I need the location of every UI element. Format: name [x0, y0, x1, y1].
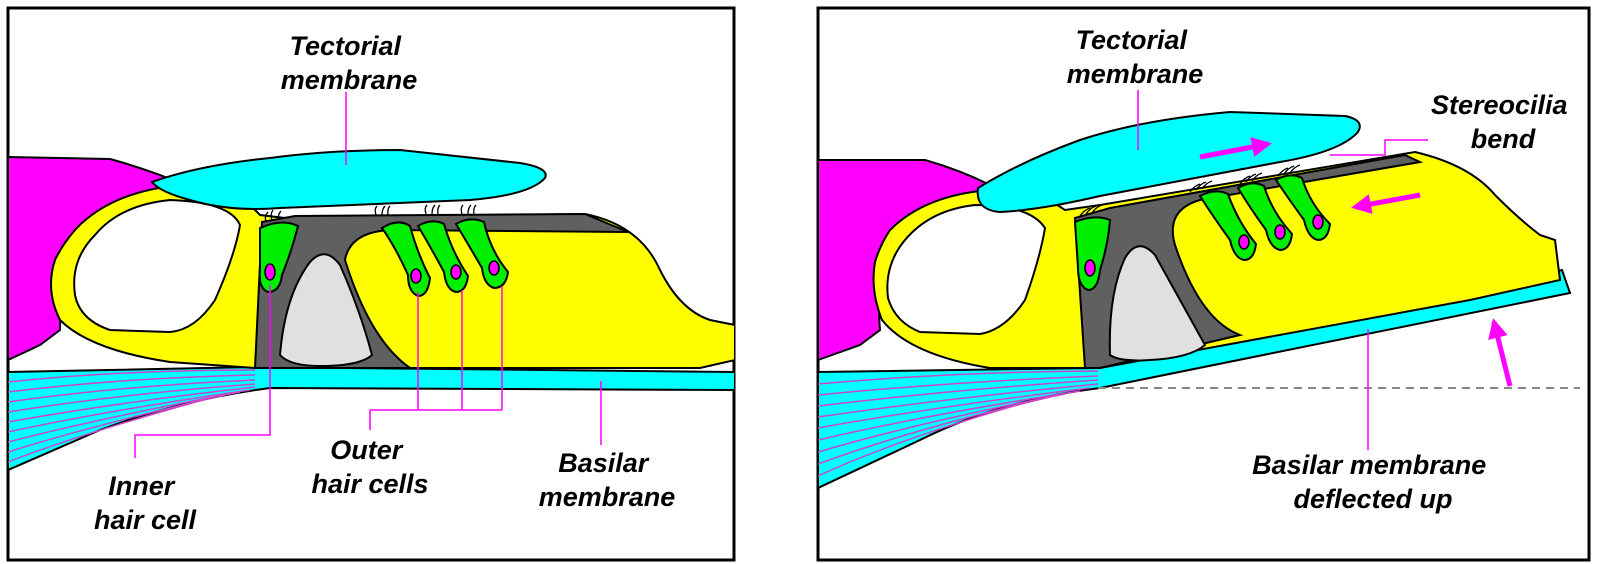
- leader-lines-left: [134, 92, 602, 458]
- outer-hair-cells-label: Outer hair cells: [311, 435, 428, 499]
- stereocilia-bent: [1079, 164, 1301, 217]
- outer-hair-cells: [380, 218, 510, 298]
- tectorial-membrane-label: Tectorial membrane: [281, 31, 418, 95]
- outer-hair-cells-deflected: [1198, 174, 1332, 262]
- basilar-up-arrow: [1488, 318, 1513, 387]
- hair-cell-shift-arrow: [1351, 192, 1421, 214]
- inner-sulcus: [73, 198, 242, 334]
- inner-hair-cell-label: Inner hair cell: [94, 471, 197, 535]
- inner-sulcus-deflected: [886, 203, 1047, 336]
- tunnel-of-corti: [278, 253, 374, 368]
- inner-hair-cell: [258, 221, 300, 294]
- panel-resting: Tectorial membrane Inner hair cell Outer…: [6, 6, 736, 562]
- stereocilia-left: [264, 204, 477, 223]
- basilar-membrane-label: Basilar membrane: [539, 448, 676, 512]
- leader-lines-right: [1137, 90, 1428, 450]
- basilar-fibers-deflected: [818, 370, 1099, 477]
- panel-deflected: Tectorial membrane Stereocilia bend Basi…: [816, 6, 1591, 562]
- basilar-membrane-deflected-label: Basilar membrane deflected up: [1252, 450, 1494, 514]
- stereocilia-bend-label: Stereocilia bend: [1431, 90, 1575, 154]
- tectorial-shift-arrow: [1199, 137, 1272, 160]
- tunnel-of-corti-deflected: [1108, 245, 1207, 362]
- tectorial-membrane: [150, 148, 547, 210]
- inner-hair-cell-deflected: [1073, 216, 1112, 292]
- tectorial-membrane-deflected: [976, 110, 1361, 214]
- basilar-fibers: [8, 369, 256, 463]
- tectorial-membrane-label-deflected: Tectorial membrane: [1067, 25, 1204, 89]
- motion-arrows: [1199, 137, 1513, 387]
